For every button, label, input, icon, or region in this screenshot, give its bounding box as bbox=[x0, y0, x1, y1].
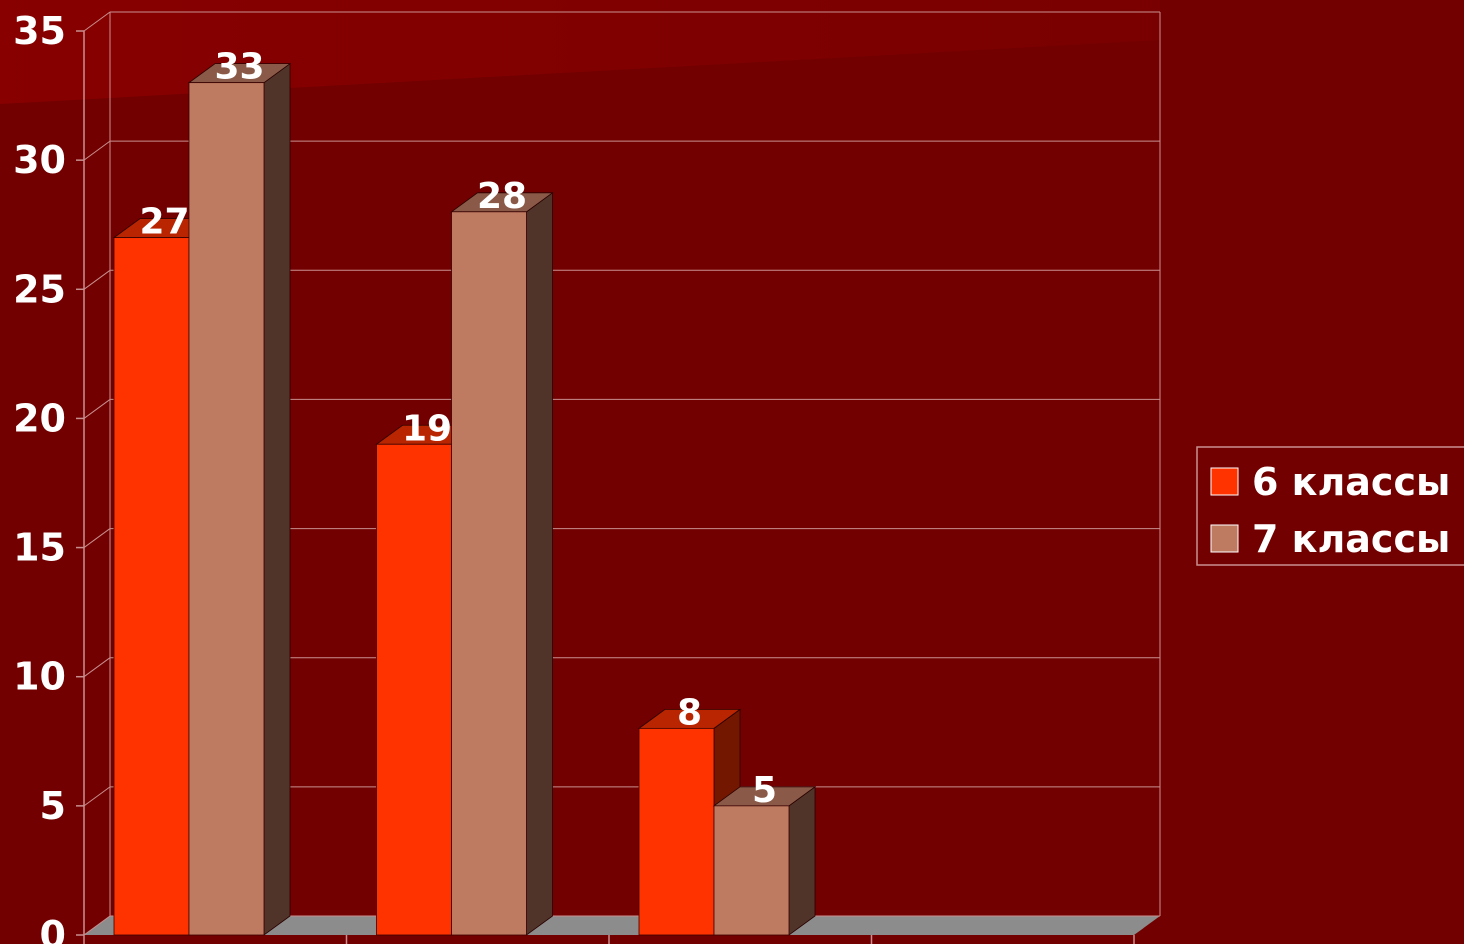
data-label-2-1: 33 bbox=[214, 47, 264, 88]
data-label-2-2: 28 bbox=[477, 176, 527, 217]
legend-label-2: 7 классы bbox=[1252, 517, 1450, 561]
bar-front-1-3 bbox=[638, 727, 715, 936]
y-tick-label-20: 20 bbox=[13, 396, 66, 440]
y-tick-label-15: 15 bbox=[13, 526, 66, 570]
gridline-side-10 bbox=[83, 657, 111, 678]
data-labels: 27 33 19 28 8 5 bbox=[139, 47, 777, 811]
bar-front-2-1 bbox=[188, 82, 265, 936]
bar-side-2-1 bbox=[263, 62, 291, 936]
gridline-side-30 bbox=[83, 140, 111, 161]
plot-area: 0 5 10 15 20 25 30 35 bbox=[13, 9, 1161, 944]
gridline-side-25 bbox=[83, 269, 111, 290]
bar-2-cat-3 bbox=[712, 786, 817, 936]
y-tick-label-35: 35 bbox=[13, 9, 66, 53]
gridline-side-5 bbox=[83, 786, 111, 807]
legend-swatch-1 bbox=[1210, 467, 1239, 496]
gridline-side-20 bbox=[83, 399, 111, 419]
chart-floor bbox=[84, 916, 1160, 935]
y-tick-label-25: 25 bbox=[13, 267, 66, 311]
y-tick-label-5: 5 bbox=[40, 784, 66, 828]
bar-front-2-2 bbox=[451, 211, 527, 936]
bar-front-2-3 bbox=[713, 805, 790, 936]
data-label-1-2: 19 bbox=[402, 408, 452, 449]
gridline-side-0 bbox=[83, 915, 111, 936]
bar-front-1-1 bbox=[113, 237, 190, 936]
legend-label-1: 6 классы bbox=[1252, 460, 1450, 504]
gridline-side-15 bbox=[83, 528, 111, 548]
legend: 6 классы 7 классы bbox=[1196, 446, 1464, 566]
bars bbox=[112, 62, 817, 936]
bar-side-2-2 bbox=[526, 192, 553, 936]
legend-box bbox=[1196, 446, 1464, 566]
gridline-side-35 bbox=[83, 11, 111, 32]
data-label-1-3: 8 bbox=[677, 692, 702, 733]
data-label-2-3: 5 bbox=[752, 770, 777, 811]
bar-2-cat-1 bbox=[187, 62, 292, 936]
y-tick-label-30: 30 bbox=[13, 138, 66, 182]
bar-front-1-2 bbox=[376, 443, 452, 936]
legend-swatch-2 bbox=[1210, 524, 1239, 553]
y-tick-label-0: 0 bbox=[40, 913, 66, 944]
bar-2-cat-2 bbox=[450, 192, 554, 936]
bar-side-2-3 bbox=[788, 786, 816, 936]
y-tick-label-10: 10 bbox=[13, 655, 66, 699]
data-label-1-1: 27 bbox=[139, 202, 189, 243]
